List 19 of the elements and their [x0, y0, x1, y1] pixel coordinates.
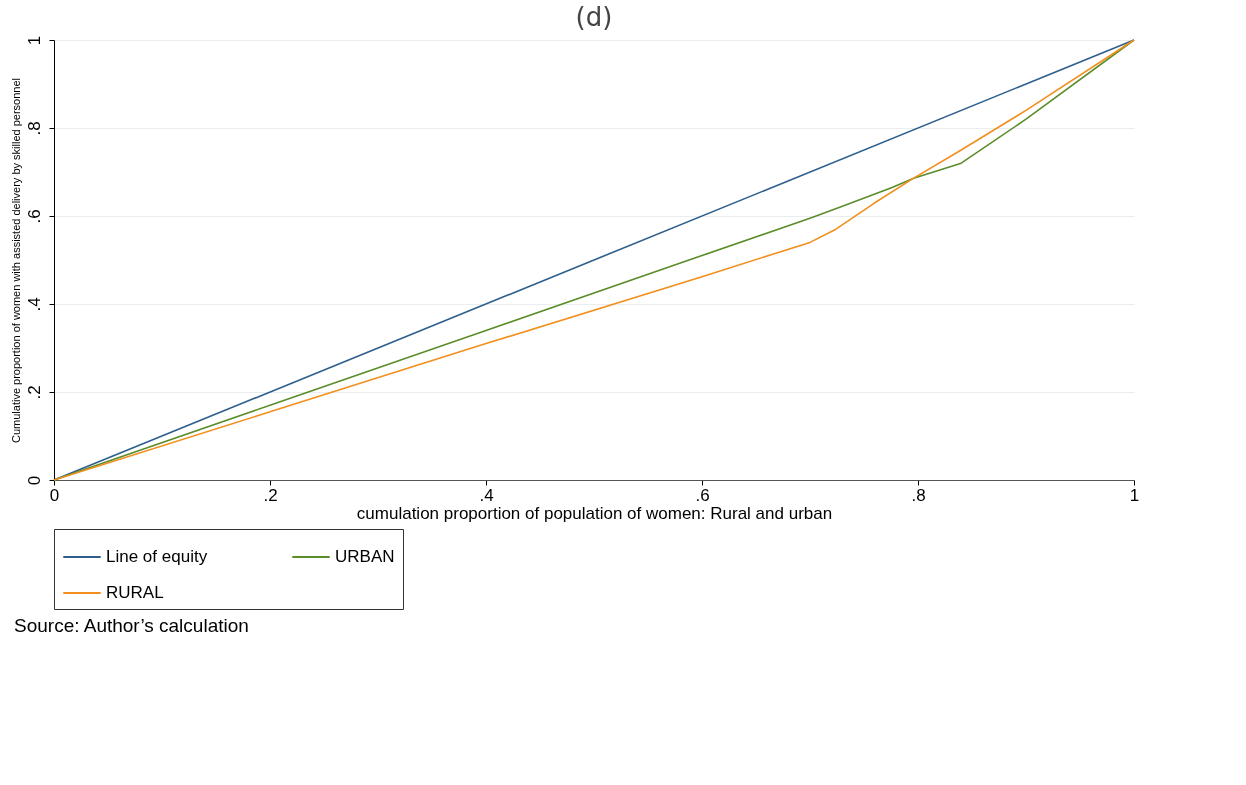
legend-label: Line of equity	[106, 547, 208, 566]
y-tick-label: .8	[24, 121, 44, 136]
y-tick-label: .6	[24, 209, 44, 224]
y-tick-label: .2	[24, 385, 44, 400]
x-tick-label: 1	[1129, 485, 1140, 505]
x-tick-label: 0	[49, 485, 60, 505]
y-tick-label: 1	[24, 35, 44, 46]
y-tick-label: .4	[24, 297, 44, 312]
legend-label: URBAN	[335, 547, 395, 566]
x-tick-label: .4	[479, 485, 494, 505]
chart-title: (d)	[575, 2, 613, 33]
x-tick-label: .2	[263, 485, 278, 505]
y-axis-title: Cumulative proportion of women with assisted delivery by skilled personnel	[9, 77, 22, 444]
legend-label: RURAL	[106, 583, 164, 602]
x-tick-label: .8	[911, 485, 926, 505]
y-tick-label: 0	[24, 475, 44, 486]
x-axis-title: cumulation proportion of population of women: Rural and urban	[356, 503, 833, 523]
source-note: Source: Author’s calculation	[13, 615, 250, 637]
x-tick-label: .6	[695, 485, 710, 505]
